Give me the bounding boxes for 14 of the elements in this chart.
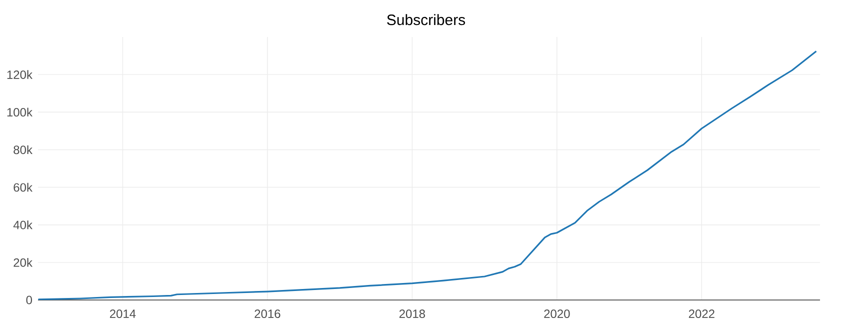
chart-title: Subscribers [387, 14, 466, 26]
x-tick-label: 2022 [688, 310, 714, 318]
y-tick-label: 40k [13, 220, 32, 230]
y-tick-label: 120k [7, 70, 32, 79]
y-tick-label: 100k [7, 108, 32, 117]
y-tick-label: 20k [14, 258, 32, 267]
x-tick-label: 2018 [399, 310, 425, 318]
x-tick-label: 2014 [110, 310, 136, 318]
y-tick-label: 0 [26, 296, 32, 304]
x-tick-label: 2020 [544, 310, 570, 318]
line-series [38, 50, 818, 300]
x-tick-label: 2016 [254, 310, 280, 318]
y-tick-label: 80k [14, 145, 32, 154]
y-tick-label: 60k [14, 182, 32, 192]
